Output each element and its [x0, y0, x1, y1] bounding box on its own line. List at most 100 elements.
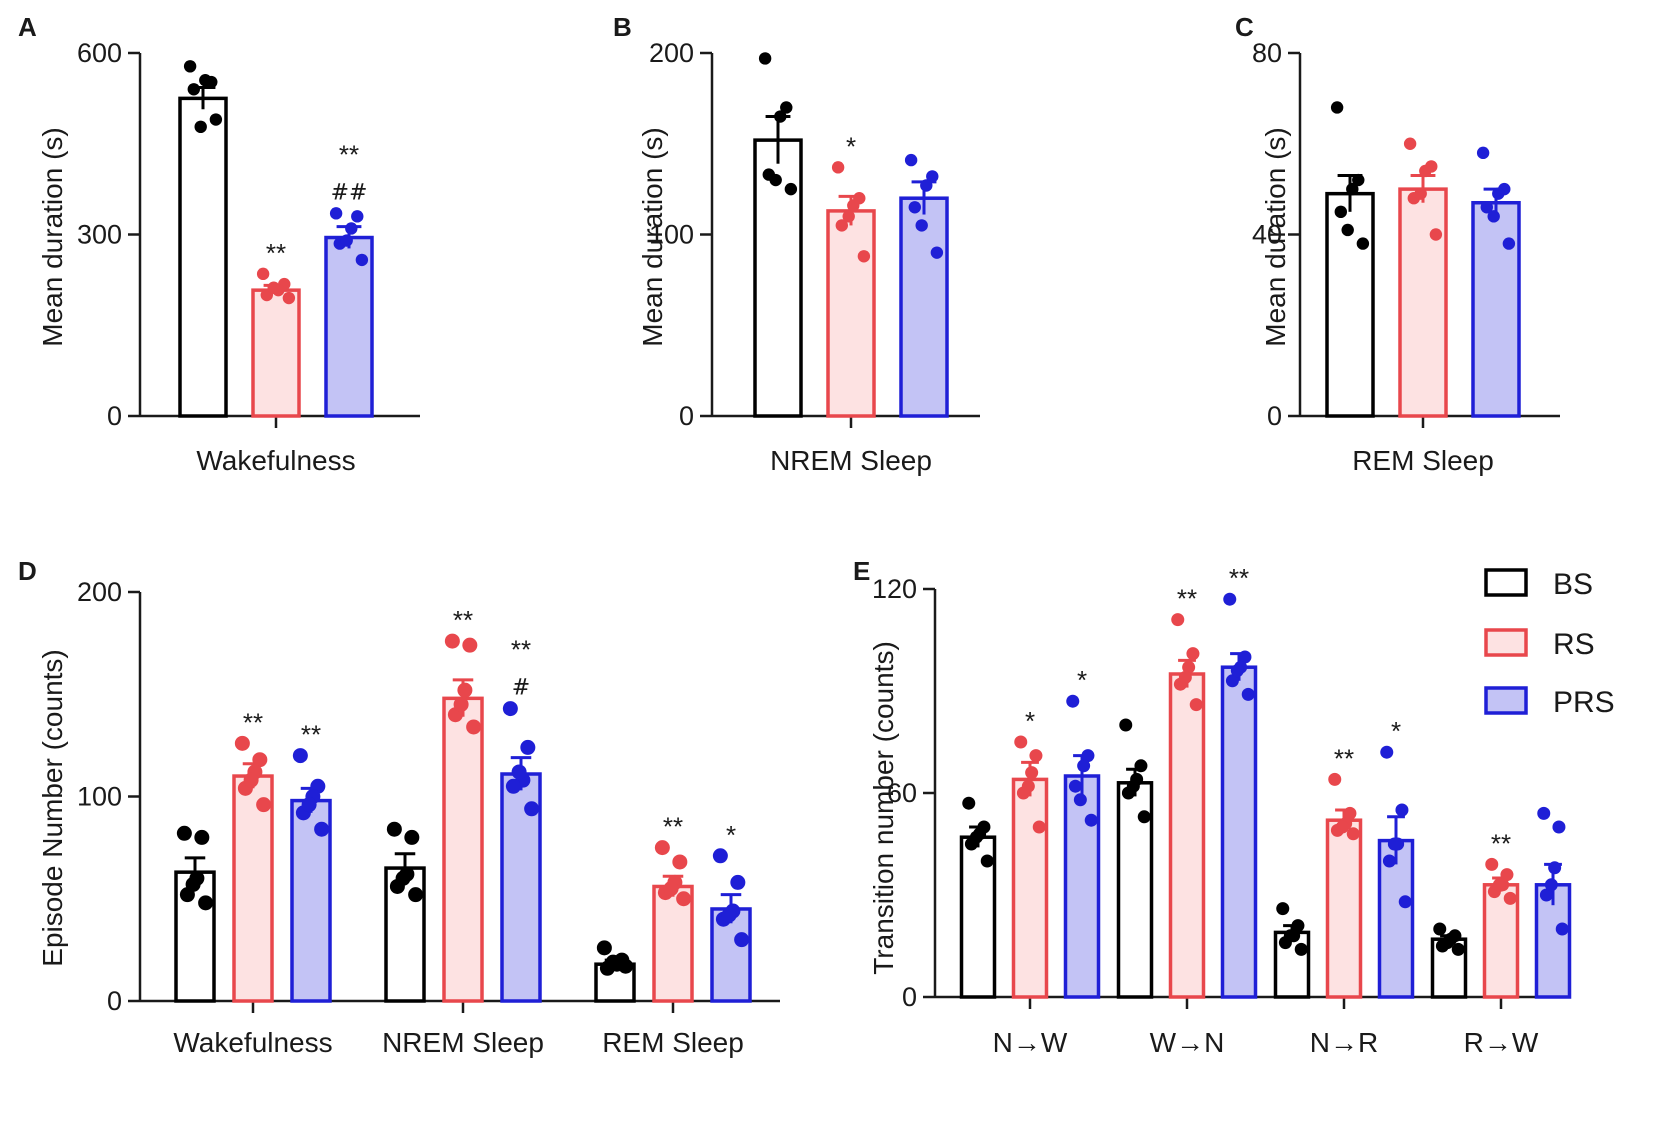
panel-e-point-prs-r-w	[1548, 861, 1562, 875]
panel-d-y-tick-label: 200	[77, 577, 122, 607]
panel-b-point-prs-nrem-sleep	[908, 201, 921, 214]
panel-e-star-rs-w-n: **	[1177, 584, 1197, 614]
panel-e-point-bs-w-n	[1126, 779, 1140, 793]
panel-e-star-prs-n-w: *	[1077, 665, 1087, 695]
panel-a-y-tick-label: 600	[77, 38, 122, 68]
panel-d-point-bs-nrem-sleep	[404, 829, 420, 845]
panel-c-point-rs-rem-sleep	[1429, 228, 1443, 241]
panel-a-star-rs-wakefulness: **	[266, 238, 286, 268]
panel-c-bar-rs-rem-sleep	[1398, 187, 1448, 418]
panel-d-point-bs-wakefulness	[185, 876, 201, 892]
panel-a-plot: 0 300 600 Wakefulness ** ## **	[77, 38, 420, 476]
panel-d-point-bs-rem-sleep	[596, 940, 612, 956]
panel-e-point-prs-r-w	[1552, 820, 1566, 834]
panel-c-bar-prs-rem-sleep	[1471, 200, 1521, 418]
panel-e-category-label-w-n: W→N	[1150, 1027, 1225, 1058]
panel-c-point-prs-rem-sleep	[1487, 210, 1500, 223]
panel-e-point-bs-w-n	[1119, 718, 1133, 732]
panel-e-point-prs-n-r	[1387, 837, 1401, 851]
panel-e-bar-rs-w-n	[1168, 672, 1206, 999]
panel-b-point-bs-nrem-sleep	[780, 101, 793, 114]
panel-e-point-prs-w-n	[1223, 592, 1237, 606]
ylabel-b: Mean duration (s)	[637, 127, 668, 346]
panel-a-point-rs-wakefulness	[267, 281, 280, 294]
panel-c-point-prs-rem-sleep	[1480, 201, 1494, 214]
panel-a-point-bs-wakefulness	[199, 74, 212, 87]
panel-b-category-label-nrem-sleep: NREM Sleep	[770, 445, 932, 476]
panel-d-y-tick-label: 0	[107, 986, 122, 1016]
panel-e-bar-rs-n-w	[1011, 777, 1049, 999]
ylabel-a: Mean duration (s)	[37, 127, 68, 346]
panel-b-point-bs-nrem-sleep	[774, 110, 787, 123]
panel-e-star-rs-n-r: **	[1334, 743, 1354, 773]
panel-e-point-prs-w-n	[1238, 650, 1252, 664]
panel-d-point-bs-nrem-sleep	[386, 821, 402, 837]
panel-d-point-bs-wakefulness	[176, 825, 192, 841]
panel-a-y-tick-label: 300	[77, 220, 122, 250]
legend-label-bs: BS	[1553, 568, 1593, 601]
panel-e-point-rs-w-n	[1189, 698, 1203, 712]
panel-e-point-prs-n-r	[1382, 854, 1396, 868]
panel-d-point-bs-rem-sleep	[618, 958, 634, 974]
panel-b-point-prs-nrem-sleep	[920, 179, 933, 192]
panel-d-star-prs-rem-sleep: *	[726, 820, 736, 850]
panel-d-star-rs-nrem-sleep: **	[453, 605, 473, 635]
panel-a-point-rs-wakefulness	[256, 267, 270, 281]
panel-a-bar-bs-wakefulness	[178, 96, 228, 418]
panel-e-point-rs-n-r	[1328, 772, 1342, 786]
panel-e-point-bs-n-w	[980, 854, 994, 868]
panel-e-bar-prs-n-w	[1063, 774, 1101, 999]
panel-e-category-label-n-w: N→W	[993, 1027, 1068, 1058]
panel-e-point-prs-w-n	[1225, 674, 1239, 688]
panel-a-bar-rs-wakefulness	[251, 288, 301, 418]
panel-e-point-prs-n-w	[1077, 759, 1091, 773]
panel-c-category-label-rem-sleep: REM Sleep	[1352, 445, 1494, 476]
panel-e-y-tick-label: 120	[872, 574, 917, 604]
panel-d-point-rs-nrem-sleep	[457, 682, 473, 698]
panel-d-star-rs-wakefulness: **	[243, 707, 263, 737]
panel-e-star-rs-n-w: *	[1025, 706, 1035, 736]
panel-e-point-rs-r-w	[1503, 891, 1517, 905]
panel-e-y-tick-label: 0	[902, 982, 917, 1012]
legend-swatch-bs	[1484, 568, 1528, 597]
panel-d-point-bs-nrem-sleep	[395, 870, 411, 886]
panel-e-point-prs-n-w	[1084, 813, 1098, 827]
panel-b-point-prs-nrem-sleep	[904, 153, 918, 167]
panel-e-point-bs-n-r	[1294, 942, 1308, 956]
panel-e-point-rs-n-w	[1029, 749, 1043, 763]
panel-d-point-rs-rem-sleep	[654, 840, 670, 856]
panel-e-point-rs-n-w	[1025, 766, 1039, 780]
panel-b-point-bs-nrem-sleep	[769, 173, 782, 187]
panel-e-point-rs-n-w	[1032, 820, 1046, 834]
panel-d-point-rs-wakefulness	[243, 772, 259, 788]
panel-b-y-tick-label: 0	[679, 401, 694, 431]
panel-b-star-rs-nrem-sleep: *	[846, 131, 856, 161]
panel-c-point-prs-rem-sleep	[1502, 237, 1516, 250]
panel-c-point-bs-rem-sleep	[1341, 223, 1354, 237]
panel-d-point-rs-rem-sleep	[663, 881, 679, 897]
ylabel-e: Transition number (counts)	[868, 641, 899, 975]
panel-a-bar-prs-wakefulness	[324, 235, 374, 418]
panel-letter-e: E	[853, 556, 870, 586]
panel-e-point-bs-n-w	[962, 796, 976, 810]
panel-c-point-bs-rem-sleep	[1330, 101, 1344, 114]
panel-b-plot: 0 100 200 NREM Sleep *	[649, 38, 980, 476]
panel-a-point-bs-wakefulness	[187, 83, 200, 96]
panel-e-point-prs-r-w	[1539, 888, 1553, 902]
panel-b-point-rs-nrem-sleep	[842, 210, 855, 223]
panel-d-point-rs-rem-sleep	[672, 854, 688, 870]
panel-a-star-prs-wakefulness: **	[339, 139, 359, 169]
panel-letter-b: B	[613, 12, 632, 42]
panel-b-point-prs-nrem-sleep	[926, 170, 939, 183]
panel-a-point-rs-wakefulness	[282, 291, 296, 305]
panel-e-point-bs-w-n	[1137, 810, 1151, 824]
panel-a-point-bs-wakefulness	[183, 60, 197, 73]
panel-a-point-prs-wakefulness	[345, 222, 358, 235]
panel-d-point-rs-wakefulness	[252, 752, 268, 768]
panel-d-point-prs-wakefulness	[292, 748, 308, 764]
panel-d-point-rs-wakefulness	[256, 797, 272, 813]
panel-e-point-prs-n-w	[1081, 749, 1095, 763]
panel-e-point-prs-n-w	[1068, 779, 1082, 793]
